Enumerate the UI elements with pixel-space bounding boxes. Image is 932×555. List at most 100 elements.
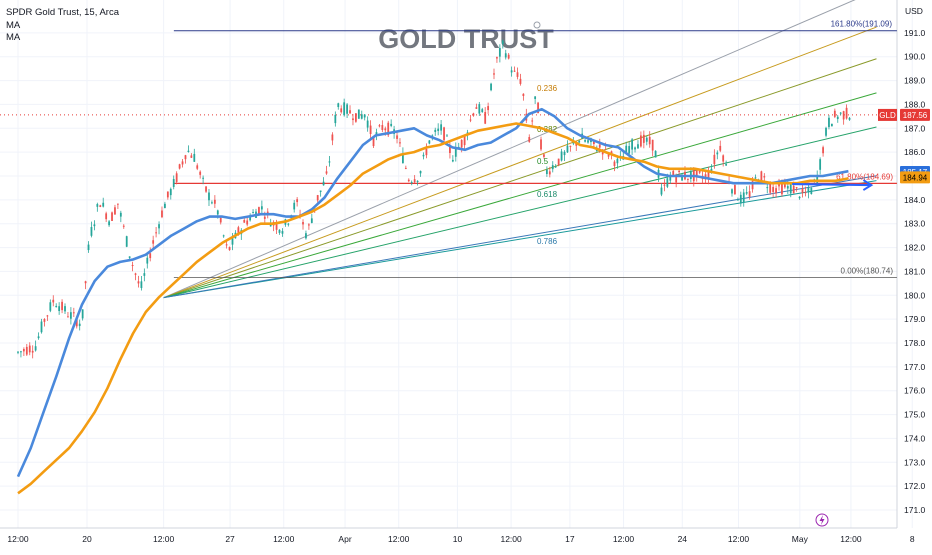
candle-body <box>719 145 722 151</box>
candle-body <box>410 182 413 184</box>
candle-body <box>164 203 166 209</box>
candle-body <box>228 247 231 251</box>
candle-body <box>781 184 783 195</box>
candle-body <box>572 142 575 144</box>
candle-body <box>513 70 516 72</box>
candle-body <box>349 110 351 114</box>
fan-line <box>163 0 856 299</box>
candle-body <box>848 117 851 120</box>
y-tick-label: 181.0 <box>904 266 926 276</box>
candle-body <box>266 211 269 213</box>
candle-body <box>140 281 143 289</box>
y-tick-label: 186.0 <box>904 147 926 157</box>
candle-body <box>193 153 196 162</box>
candle-body <box>296 199 299 203</box>
candle-body <box>490 83 492 91</box>
y-tick-label: 171.0 <box>904 505 926 515</box>
candle-body <box>772 186 775 192</box>
candle-body <box>481 109 484 113</box>
candle-body <box>648 136 651 145</box>
price-badge <box>900 108 930 121</box>
fan-line <box>163 126 877 299</box>
candle-body <box>795 187 798 189</box>
candle-body <box>540 139 542 150</box>
candle-body <box>698 170 701 173</box>
candle-body <box>816 175 819 183</box>
candle-body <box>819 159 822 170</box>
candle-body <box>55 305 58 308</box>
candle-body <box>352 118 354 121</box>
ma-legend-1[interactable]: MA <box>6 19 21 31</box>
candle-body <box>384 128 387 131</box>
ma-legend-2[interactable]: MA <box>6 32 21 43</box>
chart-legend: SPDR Gold Trust, 15, Arca MA MA <box>6 7 119 45</box>
candle-body <box>111 212 113 222</box>
candle-body <box>20 351 22 353</box>
candle-body <box>731 189 733 194</box>
candle-body <box>143 273 146 276</box>
candle-body <box>90 227 93 236</box>
candle-body <box>425 148 428 156</box>
candle-body <box>17 351 19 353</box>
candle-body <box>640 135 642 147</box>
candle-body <box>487 106 490 111</box>
candle-body <box>654 150 657 158</box>
candle-body <box>402 153 404 164</box>
candle-body <box>231 237 234 245</box>
candle-body <box>208 192 210 201</box>
candle-body <box>534 96 537 99</box>
candle-body <box>681 174 683 181</box>
y-tick-label: 190.0 <box>904 52 926 62</box>
candle-body <box>531 120 534 122</box>
candle-body <box>663 184 666 186</box>
candle-body <box>407 179 410 182</box>
candle-body <box>34 346 37 351</box>
y-tick-label: 172.0 <box>904 481 926 491</box>
candle-body <box>260 206 263 210</box>
candle-body <box>181 161 184 165</box>
candle-body <box>634 147 636 150</box>
chart-watermark-title: GOLD TRUST <box>378 24 554 54</box>
candle-body <box>566 145 569 153</box>
candle-body <box>122 225 125 227</box>
y-tick-label: 175.0 <box>904 410 926 420</box>
y-tick-label: 176.0 <box>904 386 926 396</box>
candle-body <box>496 57 498 59</box>
lightning-icon[interactable] <box>815 513 829 527</box>
candle-body <box>637 144 639 149</box>
candle-body <box>219 217 222 223</box>
candle-body <box>184 155 187 160</box>
candle-body <box>322 181 325 186</box>
candle-body <box>789 183 792 194</box>
candle-body <box>58 306 61 312</box>
candle-body <box>169 188 172 196</box>
candle-body <box>40 321 43 333</box>
candle-body <box>172 179 175 187</box>
candle-body <box>331 134 334 141</box>
price-badge <box>900 171 930 184</box>
candle-body <box>64 306 66 312</box>
candle-body <box>722 155 725 162</box>
candle-body <box>305 233 307 239</box>
x-tick-label: 12:00 <box>388 534 410 544</box>
symbol-title[interactable]: SPDR Gold Trust, 15, Arca <box>6 7 119 18</box>
candle-body <box>625 145 628 152</box>
candle-body <box>354 113 357 122</box>
candle-body <box>149 253 152 259</box>
candle-body <box>828 117 830 128</box>
candle-body <box>510 70 513 73</box>
y-tick-label: 191.0 <box>904 28 926 38</box>
candle-body <box>119 212 122 217</box>
projection-arrow <box>792 182 870 187</box>
candle-body <box>463 136 466 146</box>
candle-body <box>287 223 290 225</box>
fib-levels: 161.80%(191.09) 61.80%(184.69) 0.00%(180.7… <box>173 20 897 279</box>
candle-body <box>357 109 360 119</box>
candle-body <box>469 119 472 121</box>
x-tick-label: 20 <box>82 534 92 544</box>
candle-body <box>537 102 539 114</box>
candle-body <box>484 112 487 124</box>
candle-body <box>751 181 754 190</box>
